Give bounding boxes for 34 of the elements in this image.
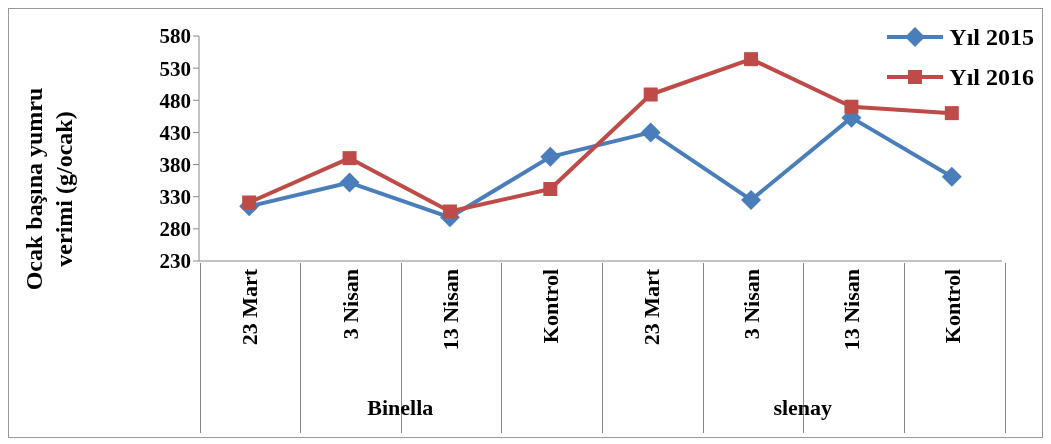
point xyxy=(643,87,658,102)
y-tick-label: 380 xyxy=(159,153,191,178)
text: slenay xyxy=(772,395,834,421)
y-axis-title: Ocak başına yumru verimi (g/ocak) xyxy=(20,86,78,293)
x-tick-label: 23 Mart xyxy=(237,268,263,346)
x-tick-label: 13 Nisan xyxy=(839,269,865,351)
legend-label: Yıl 2016 xyxy=(949,63,1034,91)
point xyxy=(540,146,561,167)
y-tick-label: 430 xyxy=(159,120,191,145)
point xyxy=(342,151,357,166)
point xyxy=(640,122,661,143)
point xyxy=(339,172,360,193)
text: Binella xyxy=(366,395,435,421)
point xyxy=(442,204,457,219)
point xyxy=(844,99,859,114)
y-tick-label: 230 xyxy=(159,249,191,274)
y-tick-label: 330 xyxy=(159,185,191,210)
legend-label: Yıl 2015 xyxy=(949,23,1034,51)
y-tick-label: 580 xyxy=(159,24,191,49)
x-tick-label: 23 Mart xyxy=(638,268,664,346)
point xyxy=(744,52,759,67)
point xyxy=(242,195,257,210)
x-tick-label: 13 Nisan xyxy=(437,269,463,351)
y-tick-label: 280 xyxy=(159,217,191,242)
x-tick-label: Kontrol xyxy=(538,269,564,344)
x-tick-label: 3 Nisan xyxy=(337,269,363,340)
x-tick-label: 3 Nisan xyxy=(739,269,765,340)
y-tick-label: 480 xyxy=(159,88,191,113)
x-tick-label: Kontrol xyxy=(939,269,965,344)
point xyxy=(543,182,558,196)
y-tick-label: 530 xyxy=(159,56,191,81)
point xyxy=(741,189,762,210)
point xyxy=(941,166,962,187)
point xyxy=(944,106,959,121)
